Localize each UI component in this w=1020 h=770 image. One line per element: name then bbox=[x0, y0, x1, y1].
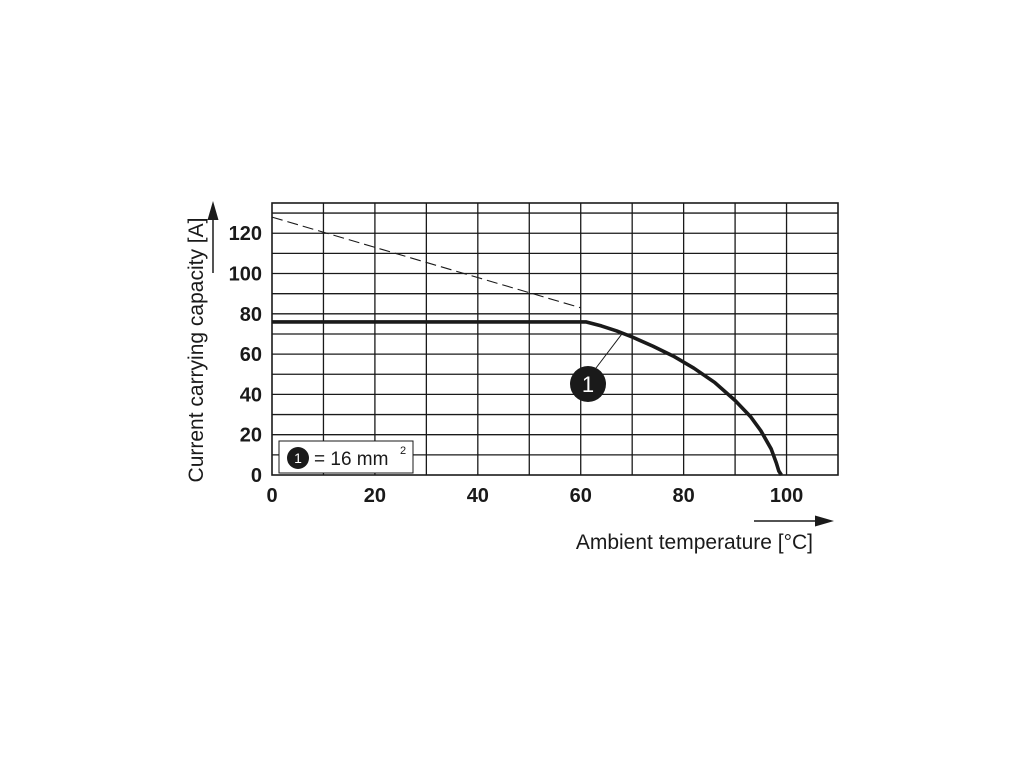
y-tick-label: 40 bbox=[240, 384, 262, 406]
series-group bbox=[271, 216, 783, 476]
y-tick-label: 100 bbox=[229, 264, 262, 286]
y-tick-label: 0 bbox=[251, 465, 262, 487]
y-axis-title-group: Current carrying capacity [A] bbox=[185, 201, 219, 482]
y-tick-label: 20 bbox=[240, 425, 262, 447]
x-tick-label: 20 bbox=[364, 485, 386, 507]
y-axis-title: Current carrying capacity [A] bbox=[185, 218, 208, 483]
x-tick-label: 0 bbox=[266, 485, 277, 507]
y-tick-label: 80 bbox=[240, 304, 262, 326]
x-tick-label: 100 bbox=[770, 485, 803, 507]
x-axis-title-group: Ambient temperature [°C] bbox=[576, 515, 834, 554]
annotation-group: 1 bbox=[570, 333, 623, 402]
y-tick-label: 120 bbox=[229, 223, 262, 245]
legend-text: = 16 mm bbox=[314, 449, 388, 470]
legend: 1 = 16 mm 2 bbox=[278, 440, 414, 474]
series-line-dashed bbox=[271, 216, 581, 309]
legend-superscript: 2 bbox=[400, 445, 406, 457]
grid bbox=[272, 203, 838, 475]
y-axis-arrow-icon bbox=[207, 201, 219, 220]
tick-labels: 0 20 40 60 80 100 0 20 40 60 80 100 120 bbox=[229, 223, 804, 507]
x-axis-arrow-icon bbox=[815, 515, 834, 527]
annotation-marker bbox=[570, 366, 606, 402]
y-tick-label: 60 bbox=[240, 344, 262, 366]
x-tick-label: 60 bbox=[570, 485, 592, 507]
x-tick-label: 80 bbox=[673, 485, 695, 507]
legend-marker bbox=[287, 447, 309, 469]
plot-frame bbox=[271, 202, 839, 476]
annotation-leader-line bbox=[595, 333, 623, 369]
x-axis-title: Ambient temperature [°C] bbox=[576, 531, 813, 554]
legend-marker-label: 1 bbox=[294, 450, 302, 466]
series-line-1 bbox=[272, 320, 783, 476]
annotation-marker-label: 1 bbox=[582, 372, 594, 397]
x-tick-label: 40 bbox=[467, 485, 489, 507]
